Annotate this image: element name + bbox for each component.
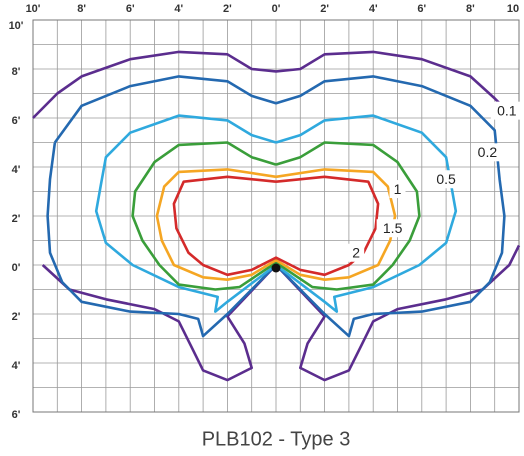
y-tick-label: 2' (12, 213, 21, 225)
x-tick-label: 0' (272, 3, 281, 15)
x-tick-label: 10' (26, 3, 41, 15)
x-tick-label: 8' (466, 3, 475, 15)
x-tick-label: 8' (77, 3, 86, 15)
contour-label-bg (348, 243, 365, 262)
contour-line (131, 141, 421, 291)
contour-label: 1 (394, 181, 402, 197)
contour-label-bg (376, 219, 409, 238)
contour-label-bg (471, 143, 504, 162)
y-tick-label: 4' (12, 164, 21, 176)
y-tick-label: 6' (12, 115, 21, 127)
x-tick-label: 2' (223, 3, 232, 15)
contour-label-bg (490, 101, 523, 120)
plot-border (32, 19, 520, 413)
chart-title: PLB102 - Type 3 (202, 428, 351, 450)
contour-label-bg (389, 180, 406, 199)
y-tick-label: 0' (12, 262, 21, 274)
contour-line (172, 175, 380, 277)
x-tick-label: 4' (174, 3, 183, 15)
y-tick-label: 8' (12, 66, 21, 78)
x-tick-label: 2' (320, 3, 329, 15)
y-tick-label: 4' (12, 360, 21, 372)
x-tick-label: 10 (507, 3, 519, 15)
x-tick-label: 6' (417, 3, 426, 15)
fixture-marker (271, 263, 281, 273)
contour-label: 0.2 (478, 144, 498, 160)
contour-label: 2 (352, 244, 360, 260)
x-tick-label: 4' (369, 3, 378, 15)
contour-label: 0.1 (497, 102, 517, 118)
y-tick-label: 10' (9, 20, 24, 32)
contour-line (46, 75, 506, 338)
contour-label-bg (430, 170, 463, 189)
contour-label: 0.5 (436, 171, 456, 187)
y-tick-label: 6' (12, 409, 21, 421)
y-tick-label: 2' (12, 311, 21, 323)
contour-label: 1.5 (383, 220, 403, 236)
x-tick-label: 6' (126, 3, 135, 15)
